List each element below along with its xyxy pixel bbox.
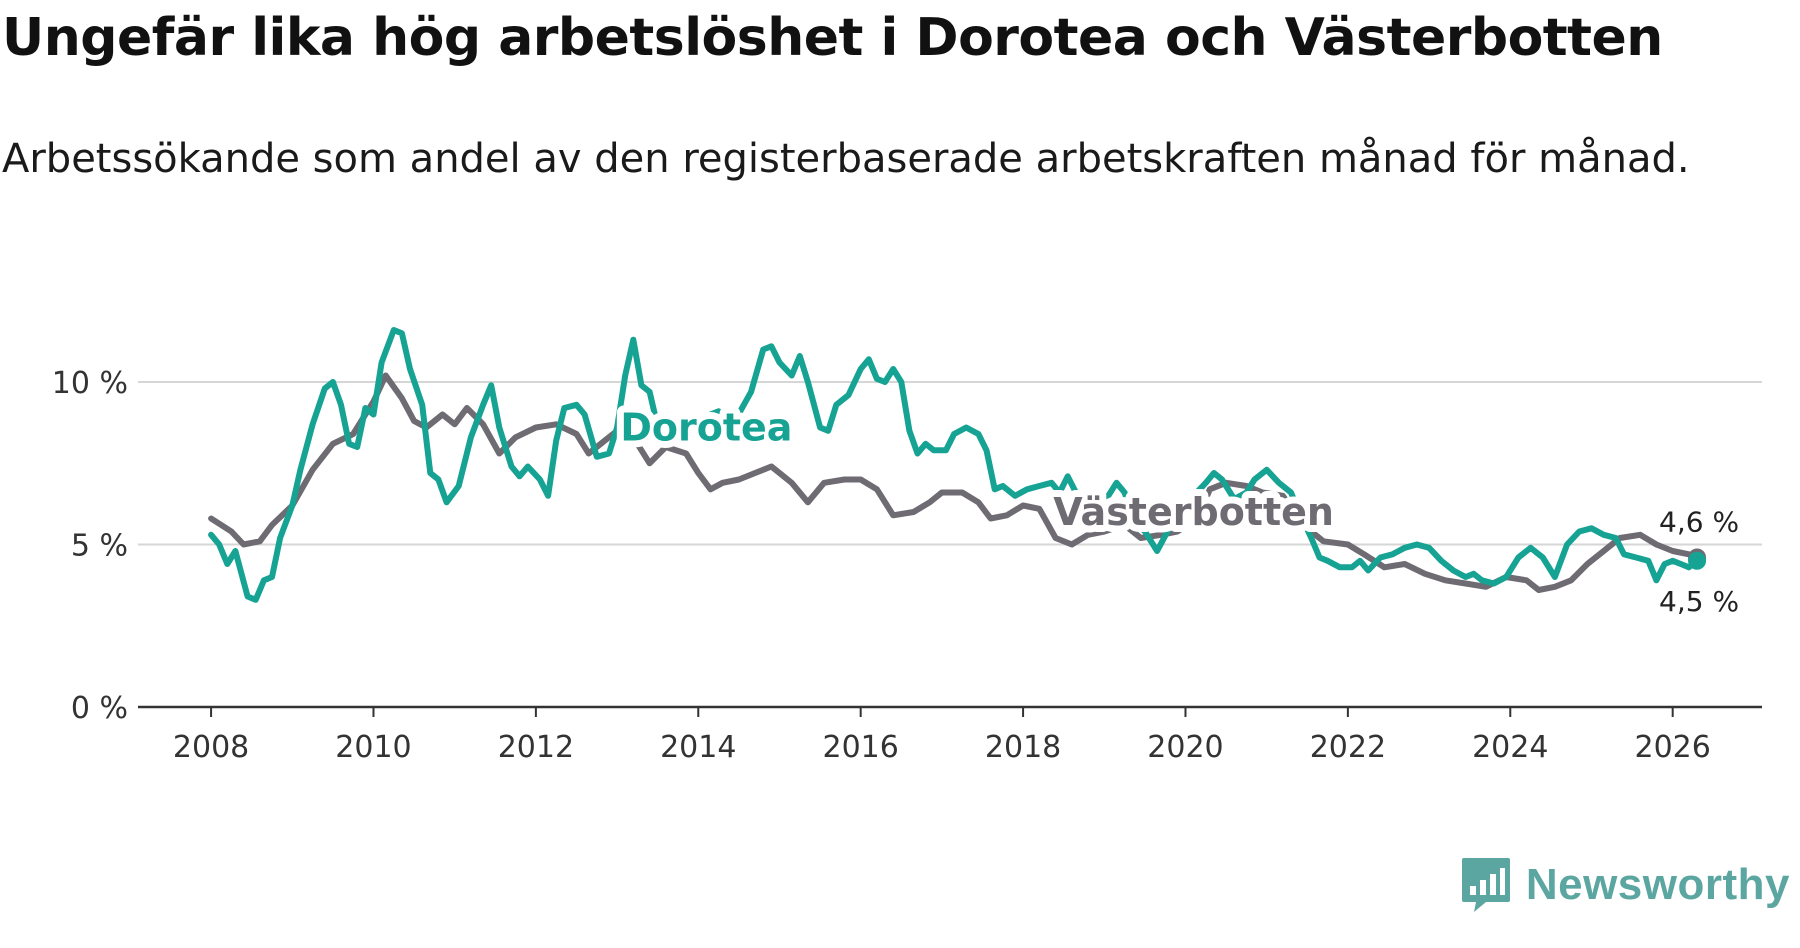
x-tick-label: 2010 bbox=[335, 730, 411, 765]
chart-subtitle: Arbetssökande som andel av den registerb… bbox=[2, 136, 1690, 182]
x-tick-label: 2020 bbox=[1147, 730, 1223, 765]
dorotea-end-label: 4,5 % bbox=[1659, 585, 1739, 618]
dorotea-series-label: Dorotea bbox=[620, 406, 792, 450]
x-tick-label: 2008 bbox=[173, 730, 249, 765]
series-line-dorotea bbox=[208, 327, 1700, 603]
x-tick-label: 2026 bbox=[1635, 730, 1711, 765]
chart-title: Ungefär lika hög arbetslöshet i Dorotea … bbox=[2, 8, 1663, 68]
x-tick-label: 2014 bbox=[660, 730, 736, 765]
newsworthy-logo-icon bbox=[1461, 858, 1510, 912]
vasterbotten-end-label: 4,6 % bbox=[1659, 506, 1739, 539]
x-tick-label: 2018 bbox=[985, 730, 1061, 765]
x-tick-label: 2012 bbox=[498, 730, 574, 765]
series-line-västerbotten bbox=[208, 372, 1700, 593]
end-marker-dorotea bbox=[1688, 551, 1707, 570]
x-tick-label: 2022 bbox=[1310, 730, 1386, 765]
brand-name: Newsworthy bbox=[1525, 860, 1790, 909]
y-tick-label: 10 % bbox=[52, 366, 128, 401]
y-tick-label: 0 % bbox=[71, 691, 128, 726]
newsworthy-brand: Newsworthy bbox=[1460, 856, 1790, 914]
x-tick-label: 2016 bbox=[823, 730, 899, 765]
y-tick-label: 5 % bbox=[71, 529, 128, 564]
x-tick-label: 2024 bbox=[1472, 730, 1548, 765]
vasterbotten-series-label: Västerbotten bbox=[1053, 490, 1334, 534]
